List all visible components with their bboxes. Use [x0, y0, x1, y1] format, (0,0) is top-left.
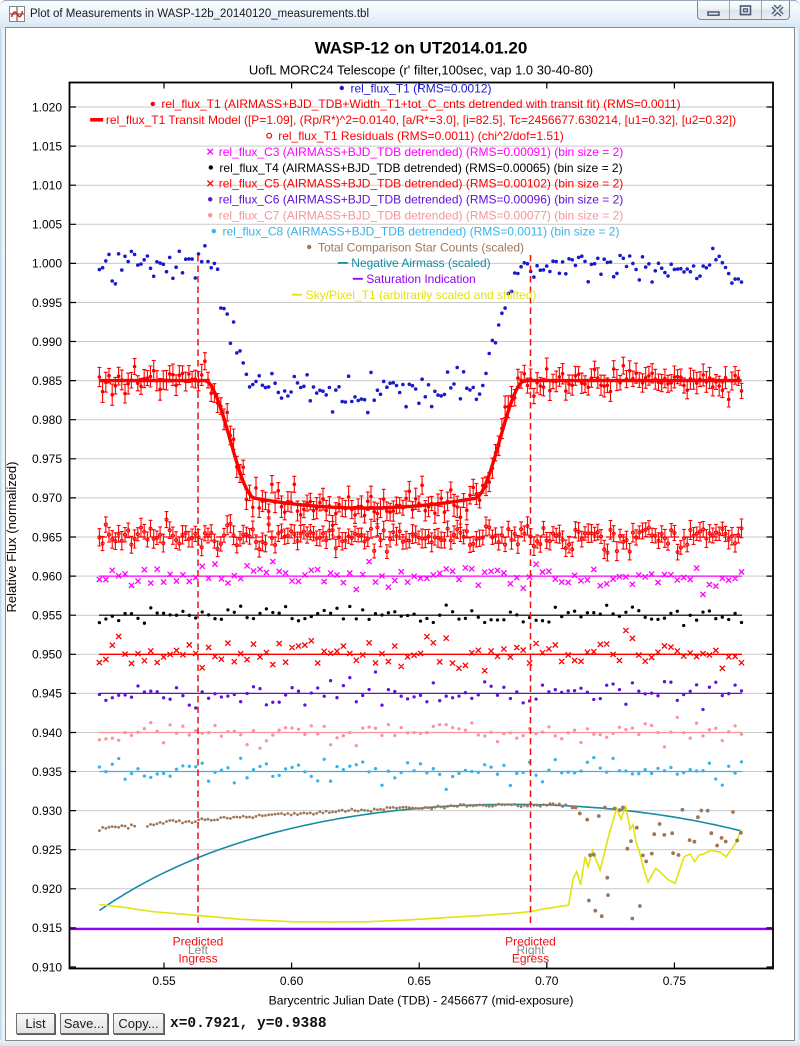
svg-text:0.970: 0.970: [32, 491, 62, 505]
svg-text:0.985: 0.985: [32, 374, 62, 388]
svg-text:Saturation Indication: Saturation Indication: [366, 272, 475, 286]
svg-text:1.015: 1.015: [32, 139, 62, 153]
svg-text:Relative Flux (normalized): Relative Flux (normalized): [4, 462, 19, 613]
svg-text:rel_flux_C5 (AIRMASS+BJD_TDB d: rel_flux_C5 (AIRMASS+BJD_TDB detrended) …: [219, 177, 624, 191]
svg-text:rel_flux_C3 (AIRMASS+BJD_TDB d: rel_flux_C3 (AIRMASS+BJD_TDB detrended) …: [219, 145, 624, 159]
svg-text:0.910: 0.910: [32, 960, 62, 974]
svg-text:1.010: 1.010: [32, 179, 62, 193]
svg-text:rel_flux_C6 (AIRMASS+BJD_TDB d: rel_flux_C6 (AIRMASS+BJD_TDB detrended) …: [219, 193, 624, 207]
svg-text:0.930: 0.930: [32, 804, 62, 818]
svg-text:0.955: 0.955: [32, 609, 62, 623]
svg-text:0.980: 0.980: [32, 413, 62, 427]
svg-text:Predicted: Predicted: [505, 935, 556, 949]
svg-text:0.935: 0.935: [32, 765, 62, 779]
svg-text:rel_flux_T1 (AIRMASS+BJD_TDB+W: rel_flux_T1 (AIRMASS+BJD_TDB+Width_T1+to…: [161, 97, 680, 111]
svg-text:0.960: 0.960: [32, 569, 62, 583]
svg-text:0.920: 0.920: [32, 882, 62, 896]
svg-text:0.950: 0.950: [32, 648, 62, 662]
svg-text:0.940: 0.940: [32, 726, 62, 740]
svg-text:0.65: 0.65: [408, 974, 432, 988]
svg-text:Left: Left: [188, 943, 209, 957]
svg-text:0.995: 0.995: [32, 296, 62, 310]
svg-text:Negative Airmass (scaled): Negative Airmass (scaled): [351, 256, 490, 270]
svg-text:0.60: 0.60: [280, 974, 304, 988]
svg-text:1.005: 1.005: [32, 218, 62, 232]
svg-text:0.990: 0.990: [32, 335, 62, 349]
svg-text:Barycentric Julian Date (TDB): Barycentric Julian Date (TDB) - 2456677 …: [269, 994, 574, 1008]
svg-text:Total Comparison Star Counts (: Total Comparison Star Counts (scaled): [318, 240, 524, 254]
svg-text:0.945: 0.945: [32, 687, 62, 701]
svg-text:1.020: 1.020: [32, 100, 62, 114]
svg-text:UofL MORC24 Telescope (r' filt: UofL MORC24 Telescope (r' filter,100sec,…: [249, 63, 593, 78]
svg-text:Predicted: Predicted: [173, 935, 224, 949]
svg-text:0.965: 0.965: [32, 530, 62, 544]
svg-text:rel_flux_T4 (AIRMASS+BJD_TDB d: rel_flux_T4 (AIRMASS+BJD_TDB detrended) …: [219, 161, 622, 175]
svg-text:0.55: 0.55: [152, 974, 176, 988]
svg-text:rel_flux_T1 Residuals (RMS=0.0: rel_flux_T1 Residuals (RMS=0.0011) (chi^…: [278, 129, 564, 143]
svg-text:0.925: 0.925: [32, 843, 62, 857]
svg-text:1.000: 1.000: [32, 257, 62, 271]
svg-text:rel_flux_T1 Transit Model ([P=: rel_flux_T1 Transit Model ([P=1.09], (Rp…: [106, 113, 736, 127]
svg-text:Right: Right: [516, 943, 545, 957]
svg-text:0.75: 0.75: [663, 974, 687, 988]
svg-text:0.915: 0.915: [32, 921, 62, 935]
svg-text:rel_flux_T1 (RMS=0.0012): rel_flux_T1 (RMS=0.0012): [350, 81, 491, 95]
svg-text:Egress: Egress: [512, 952, 549, 966]
svg-text:0.975: 0.975: [32, 452, 62, 466]
svg-text:0.70: 0.70: [535, 974, 559, 988]
svg-text:rel_flux_C7 (AIRMASS+BJD_TDB d: rel_flux_C7 (AIRMASS+BJD_TDB detrended) …: [219, 209, 624, 223]
svg-text:WASP-12 on UT2014.01.20: WASP-12 on UT2014.01.20: [315, 39, 528, 58]
svg-text:rel_flux_C8 (AIRMASS+BJD_TDB d: rel_flux_C8 (AIRMASS+BJD_TDB detrended) …: [223, 224, 620, 238]
svg-text:Sky/Pixel_T1 (arbitrarily scal: Sky/Pixel_T1 (arbitrarily scaled and shi…: [306, 288, 537, 302]
svg-text:Ingress: Ingress: [178, 952, 217, 966]
